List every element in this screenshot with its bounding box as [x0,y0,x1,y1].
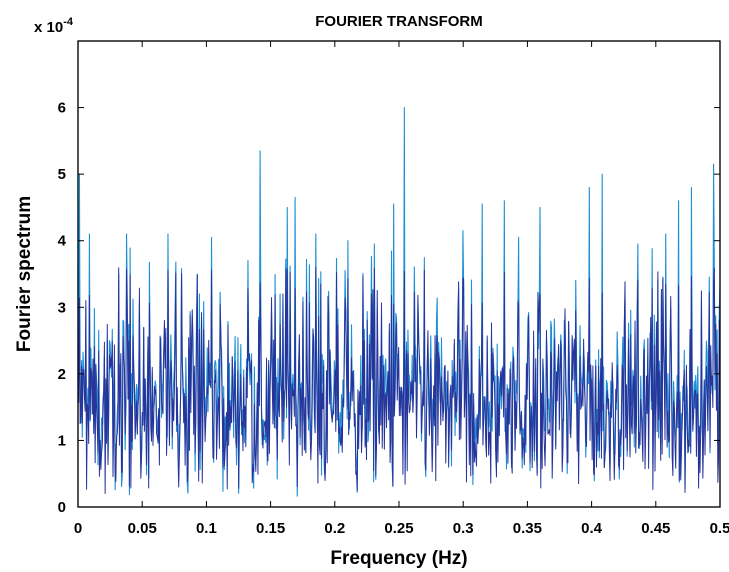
x-tick-label: 0.1 [196,520,217,537]
x-tick-label: 0.25 [384,520,413,537]
y-tick-label: 0 [58,499,66,516]
series-group [77,107,721,497]
y-tick-label: 6 [58,100,66,117]
x-tick-label: 0.3 [453,520,474,537]
x-axis-label: Frequency (Hz) [330,548,467,569]
x-tick-label: 0.15 [256,520,285,537]
x-tick-label: 0.05 [128,520,157,537]
x-tick-label: 0.2 [324,520,345,537]
chart-title: FOURIER TRANSFORM [315,13,483,30]
series-line-dark [77,267,721,494]
y-axis-label: Fourier spectrum [14,196,35,352]
x-tick-label: 0.5 [710,520,729,537]
y-tick-label: 1 [58,432,66,449]
y-scale-exponent: -4 [63,16,74,28]
y-axis: 0 1 2 3 4 5 6 [58,100,720,516]
y-tick-label: 2 [58,366,66,383]
x-axis: 0 0.05 0.1 0.15 0.2 0.25 0.3 0.35 0.4 0.45 0.5 [74,41,729,537]
y-scale-label: x 10-4 [34,16,74,36]
x-tick-label: 0.4 [581,520,603,537]
y-tick-label: 5 [58,166,66,183]
x-tick-label: 0.45 [641,520,670,537]
x-tick-label: 0.35 [513,520,542,537]
x-tick-label: 0 [74,520,82,537]
y-tick-label: 3 [58,299,66,316]
y-tick-label: 4 [58,233,67,250]
